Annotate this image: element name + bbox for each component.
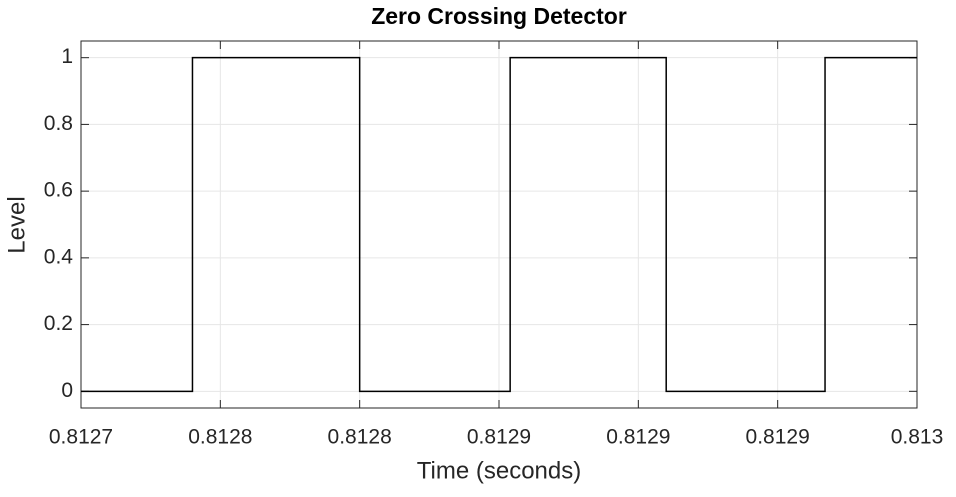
x-tick-label: 0.8128 xyxy=(328,426,392,449)
y-tick-label: 0.8 xyxy=(44,112,73,135)
y-tick-label: 0.6 xyxy=(44,179,73,202)
line-series xyxy=(81,56,917,393)
y-tick-label: 0.4 xyxy=(44,245,74,268)
x-tick-label: 0.8129 xyxy=(606,426,670,449)
x-tick-label: 0.8129 xyxy=(746,426,810,449)
x-tick-label: 0.8127 xyxy=(49,426,113,449)
x-tick-label: 0.8129 xyxy=(467,426,531,449)
y-tick-label: 0 xyxy=(61,379,73,402)
x-axis-label: Time (seconds) xyxy=(417,457,581,484)
y-tick-label: 0.2 xyxy=(44,312,73,335)
y-tick-label: 1 xyxy=(61,45,73,68)
y-axis-label: Level xyxy=(3,196,30,253)
plot-frame xyxy=(80,40,918,409)
x-tick-label: 0.8128 xyxy=(188,426,252,449)
chart-title: Zero Crossing Detector xyxy=(371,3,627,29)
x-tick-label: 0.813 xyxy=(891,426,944,449)
